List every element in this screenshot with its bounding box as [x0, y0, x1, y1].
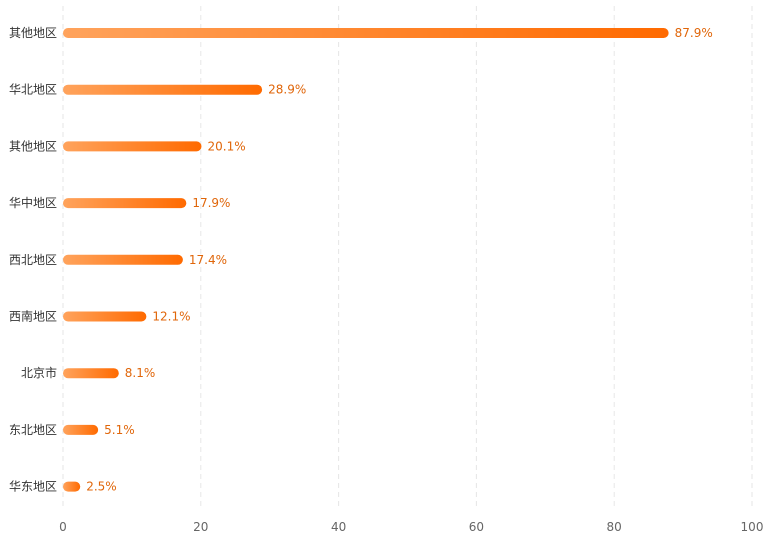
x-tick-label: 40 [331, 520, 346, 534]
category-label: 华北地区 [9, 83, 57, 97]
category-label: 其他地区 [9, 26, 57, 40]
category-label: 西南地区 [9, 309, 57, 324]
bar[interactable] [63, 84, 263, 95]
bar[interactable] [63, 311, 147, 322]
x-tick-label: 20 [193, 520, 208, 534]
x-tick-label: 60 [469, 520, 484, 534]
category-label: 华东地区 [9, 480, 57, 494]
bar[interactable] [63, 198, 187, 209]
x-tick-label: 0 [59, 520, 67, 534]
bar[interactable] [63, 481, 81, 492]
value-label: 17.9% [192, 196, 230, 210]
value-label: 5.1% [104, 423, 135, 437]
value-label: 8.1% [125, 366, 155, 380]
value-label: 2.5% [86, 480, 117, 494]
x-tick-label: 100 [741, 520, 764, 534]
bar[interactable] [63, 368, 119, 379]
bar[interactable] [63, 28, 669, 38]
bars [63, 28, 669, 492]
value-label: 28.9% [268, 83, 306, 97]
category-label: 华中地区 [9, 195, 57, 210]
category-label: 其他地区 [9, 139, 57, 153]
bar[interactable] [63, 254, 183, 265]
category-label: 西北地区 [9, 253, 57, 267]
x-tick-label: 80 [607, 520, 622, 534]
value-label: 87.9% [675, 26, 713, 40]
bar[interactable] [63, 141, 202, 152]
value-label: 12.1% [152, 310, 190, 324]
value-label: 17.4% [189, 253, 227, 267]
x-axis-tick-labels: 0 20 40 60 80 100 [59, 520, 763, 534]
category-label: 东北地区 [9, 423, 57, 437]
category-label: 北京市 [21, 365, 57, 380]
bar[interactable] [63, 424, 99, 435]
value-label: 20.1% [207, 139, 245, 153]
value-labels: 87.9% 28.9% 20.1% 17.9% 17.4% 12.1% 8.1% 5.1% 2.… [86, 26, 713, 494]
